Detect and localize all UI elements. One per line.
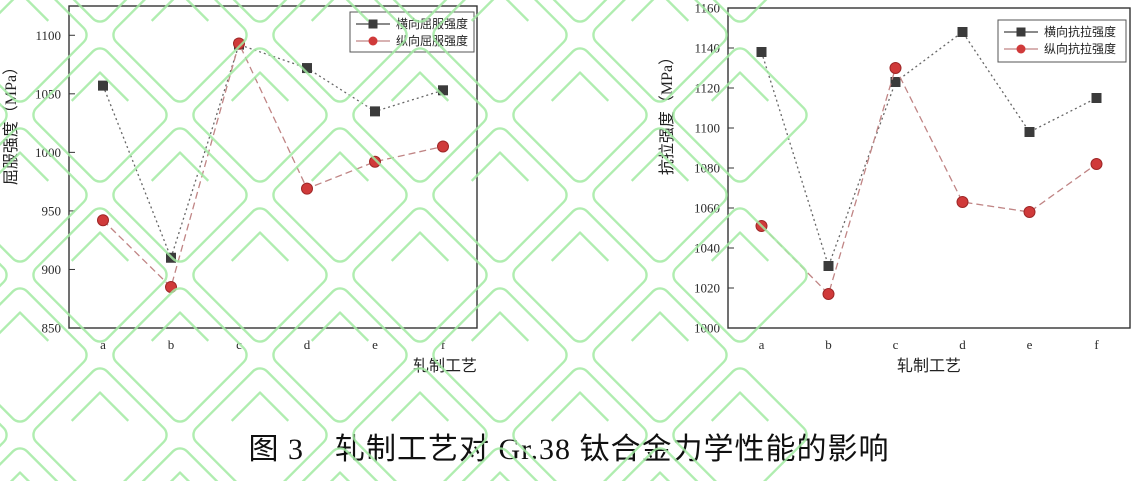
- watermark-chevron: [150, 471, 210, 481]
- y-axis-title: 抗拉强度（MPa）: [658, 49, 676, 175]
- data-point-square: [1024, 127, 1035, 137]
- y-tick-label: 1000: [694, 321, 720, 336]
- x-category-label: d: [959, 337, 966, 352]
- chart-tensile-strength: 1000 1020 1040 1060 1080 1100 1120 1140 1160 a b c d…: [658, 1, 1131, 375]
- x-category-label: a: [759, 337, 765, 352]
- data-point-square: [438, 85, 448, 96]
- data-point-square: [98, 80, 108, 91]
- data-point-square: [756, 47, 767, 57]
- data-point-square: [166, 252, 176, 263]
- data-point-circle: [165, 281, 177, 294]
- series-line: [761, 66, 1097, 296]
- y-tick-label: 1160: [694, 1, 720, 16]
- y-tick-label: 900: [42, 262, 62, 277]
- data-point-square: [1091, 93, 1102, 103]
- y-tick-label: 950: [42, 203, 62, 218]
- watermark-chevron: [310, 471, 370, 481]
- x-axis-title: 轧制工艺: [897, 357, 961, 375]
- data-point-square: [890, 77, 901, 87]
- series-line: [102, 43, 444, 260]
- y-tick-label: 1020: [694, 281, 720, 296]
- legend-marker-circle: [368, 36, 378, 46]
- data-point-circle: [437, 140, 449, 153]
- data-point-square: [823, 261, 834, 271]
- y-tick-label: 850: [42, 321, 62, 336]
- data-point-circle: [301, 182, 313, 195]
- series-line: [760, 31, 1097, 269]
- data-point-square: [370, 106, 380, 117]
- watermark-chevron: [470, 471, 530, 481]
- plot-frame: [68, 5, 478, 329]
- data-point-circle: [1023, 206, 1036, 218]
- data-point-circle: [233, 37, 245, 50]
- watermark-chevron: [630, 471, 690, 481]
- y-tick-label: 1060: [694, 201, 720, 216]
- x-category-label: a: [100, 337, 106, 352]
- x-category-label: f: [1094, 337, 1099, 352]
- legend-label: 纵向屈服强度: [396, 33, 468, 48]
- y-tick-label: 1100: [694, 121, 720, 136]
- data-point-square: [302, 63, 312, 74]
- x-category-label: b: [168, 337, 175, 352]
- x-category-label: f: [441, 337, 446, 352]
- legend-label: 横向抗拉强度: [1044, 24, 1116, 39]
- data-point-circle: [369, 155, 381, 168]
- y-tick-label: 1000: [35, 145, 61, 160]
- series-line: [102, 41, 444, 289]
- x-category-label: e: [1027, 337, 1033, 352]
- data-point-circle: [889, 62, 902, 74]
- y-tick-label: 1100: [35, 28, 61, 43]
- data-point-circle: [97, 214, 109, 227]
- data-point-circle: [822, 288, 835, 300]
- x-category-label: e: [372, 337, 378, 352]
- data-point-square: [957, 27, 968, 37]
- data-point-circle: [755, 220, 768, 232]
- y-tick-label: 1050: [35, 86, 61, 101]
- x-category-label: c: [893, 337, 899, 352]
- x-category-label: b: [825, 337, 832, 352]
- data-point-circle: [1090, 158, 1103, 170]
- y-tick-label: 1140: [694, 41, 720, 56]
- legend-marker-square: [368, 19, 378, 29]
- x-category-label: c: [236, 337, 242, 352]
- watermark-chevron: [0, 471, 50, 481]
- y-tick-label: 1120: [694, 81, 720, 96]
- legend-box: [997, 19, 1127, 63]
- y-tick-label: 1080: [694, 161, 720, 176]
- legend-label: 横向屈服强度: [396, 16, 468, 31]
- legend-marker-circle: [1016, 44, 1026, 54]
- x-axis-title: 轧制工艺: [413, 357, 477, 375]
- y-tick-label: 1040: [694, 241, 720, 256]
- data-point-circle: [956, 196, 969, 208]
- legend-marker-square: [1016, 27, 1026, 37]
- chart-yield-strength: 850 900 950 1000 1050 1100 a b c d e f 屈服强度（MPa） 轧制工艺…: [2, 5, 478, 375]
- y-axis-title: 屈服强度（MPa）: [2, 59, 20, 185]
- legend-label: 纵向抗拉强度: [1044, 41, 1116, 56]
- charts-svg: 850 900 950 1000 1050 1100 a b c d e f 屈服强度（MPa） 轧制工艺…: [2, 1, 1131, 375]
- x-category-label: d: [304, 337, 311, 352]
- figure-caption: 图 3 轧制工艺对 Gr.38 钛合金力学性能的影响: [248, 433, 890, 466]
